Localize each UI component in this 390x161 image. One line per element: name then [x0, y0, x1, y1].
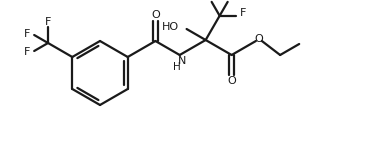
Text: F: F	[240, 8, 246, 18]
Text: F: F	[45, 17, 51, 27]
Text: O: O	[151, 10, 160, 20]
Text: F: F	[225, 0, 231, 2]
Text: F: F	[204, 0, 211, 2]
Text: HO: HO	[161, 22, 179, 32]
Text: O: O	[227, 76, 236, 86]
Text: N: N	[177, 56, 186, 66]
Text: H: H	[173, 62, 181, 72]
Text: O: O	[255, 34, 263, 44]
Text: F: F	[24, 29, 30, 39]
Text: F: F	[24, 47, 30, 57]
